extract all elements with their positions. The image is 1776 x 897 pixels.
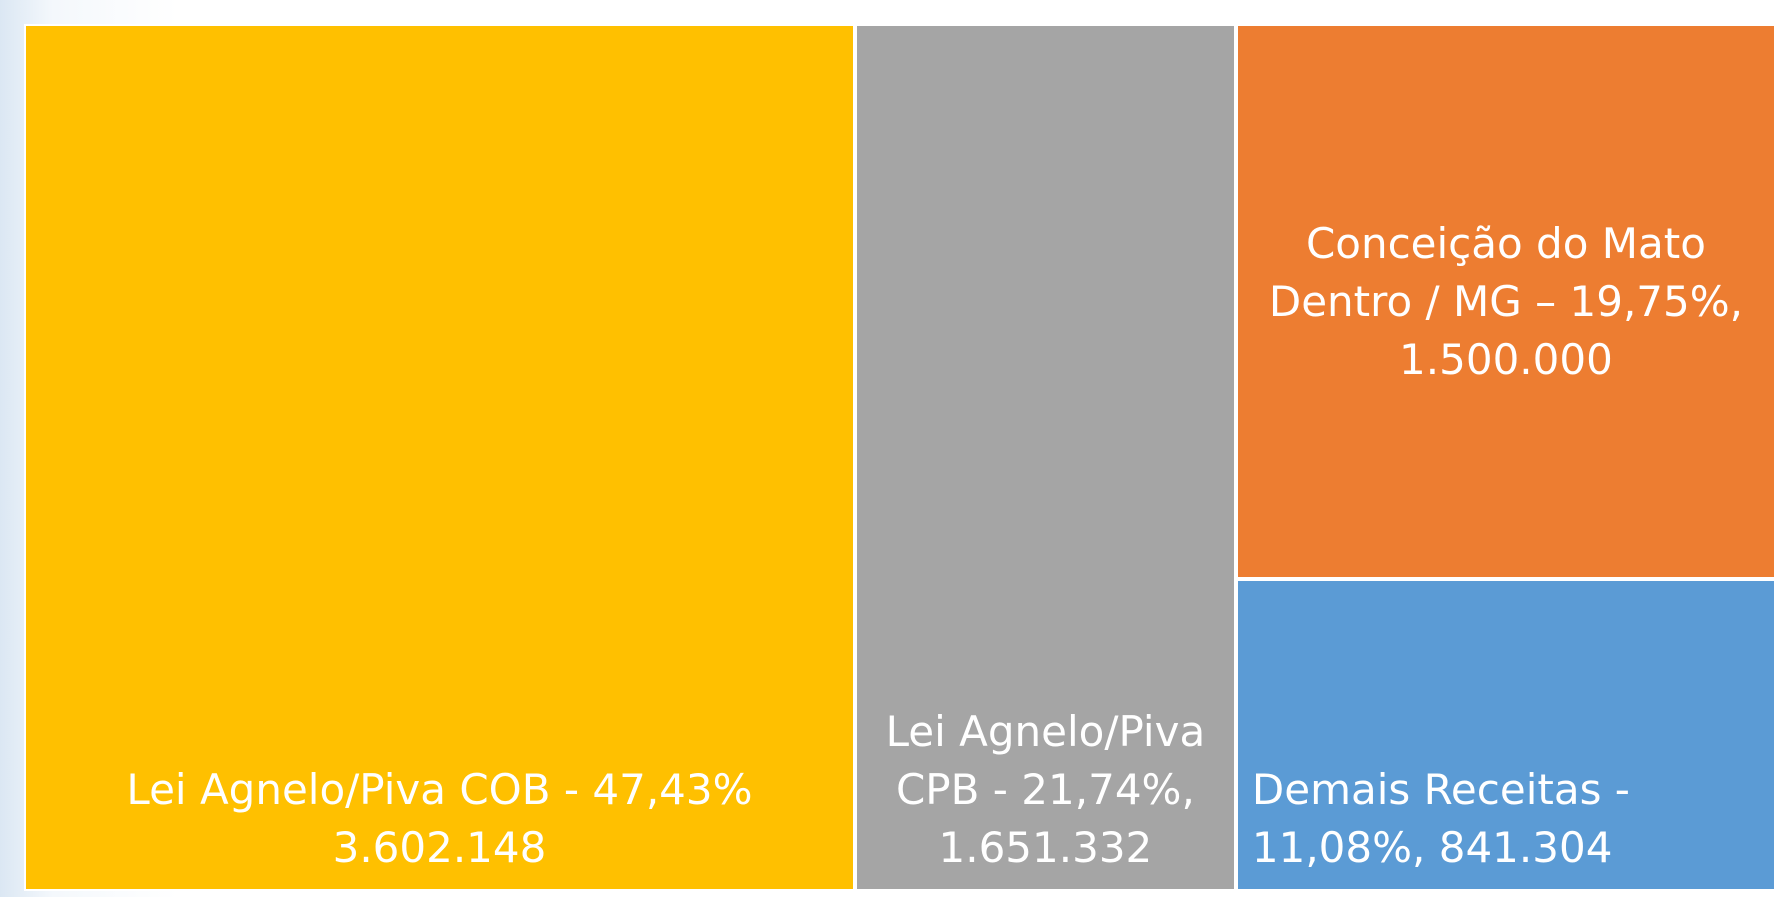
tile-label: Lei Agnelo/Piva COB - 47,43% 3.602.148 [126, 765, 753, 872]
tile-label: Lei Agnelo/Piva CPB - 21,74%, 1.651.332 [885, 707, 1206, 872]
treemap-tile: Lei Agnelo/Piva COB - 47,43% 3.602.148 [24, 24, 855, 891]
tile-label: Demais Receitas - 11,08%, 841.304 [1251, 764, 1630, 872]
tile-label: Conceição do Mato Dentro / MG – 19,75%, … [1268, 218, 1743, 384]
treemap-tile: Demais Receitas - 11,08%, 841.304 [1235, 579, 1776, 891]
treemap-tile: Lei Agnelo/Piva CPB - 21,74%, 1.651.332 [854, 24, 1236, 891]
treemap-tile: Conceição do Mato Dentro / MG – 19,75%, … [1235, 24, 1776, 580]
